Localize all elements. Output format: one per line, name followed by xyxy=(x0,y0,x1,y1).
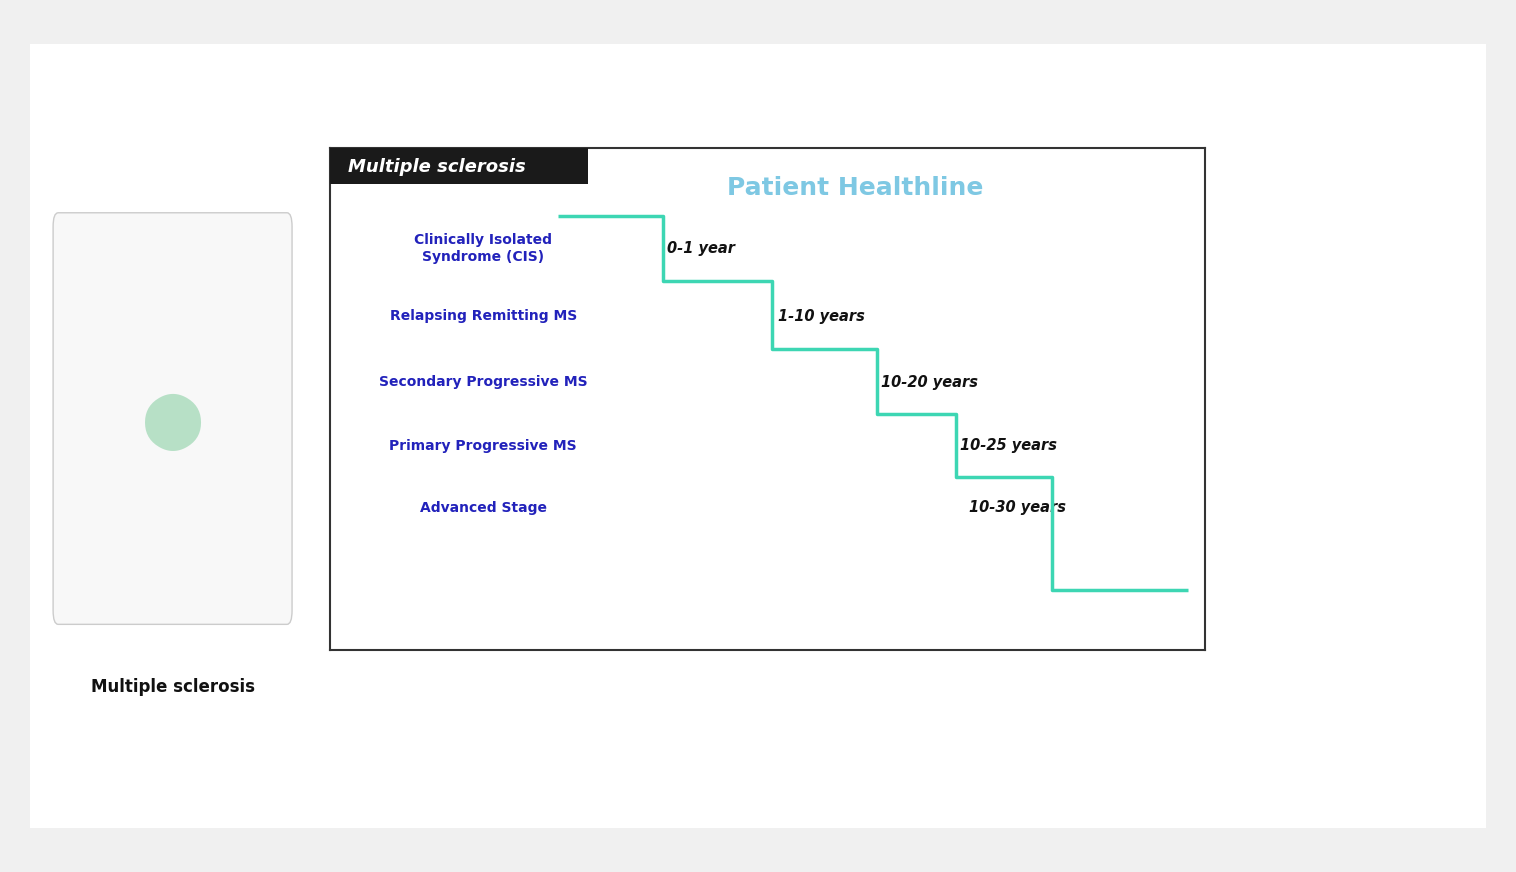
Text: Clinically Isolated
Syndrome (CIS): Clinically Isolated Syndrome (CIS) xyxy=(414,234,552,263)
Text: Multiple sclerosis: Multiple sclerosis xyxy=(91,678,255,696)
Text: 10-30 years: 10-30 years xyxy=(969,501,1066,515)
Text: 10-20 years: 10-20 years xyxy=(881,375,978,390)
Text: Multiple sclerosis: Multiple sclerosis xyxy=(349,158,526,176)
FancyBboxPatch shape xyxy=(53,213,293,624)
Text: ⬤: ⬤ xyxy=(141,393,203,451)
Text: Primary Progressive MS: Primary Progressive MS xyxy=(390,439,578,453)
Text: Secondary Progressive MS: Secondary Progressive MS xyxy=(379,376,587,390)
Text: Patient Healthline: Patient Healthline xyxy=(726,175,984,200)
Text: 0-1 year: 0-1 year xyxy=(667,241,735,255)
Text: Advanced Stage: Advanced Stage xyxy=(420,501,547,515)
Text: Relapsing Remitting MS: Relapsing Remitting MS xyxy=(390,310,576,324)
Text: 10-25 years: 10-25 years xyxy=(960,439,1057,453)
Text: 1-10 years: 1-10 years xyxy=(778,309,864,324)
